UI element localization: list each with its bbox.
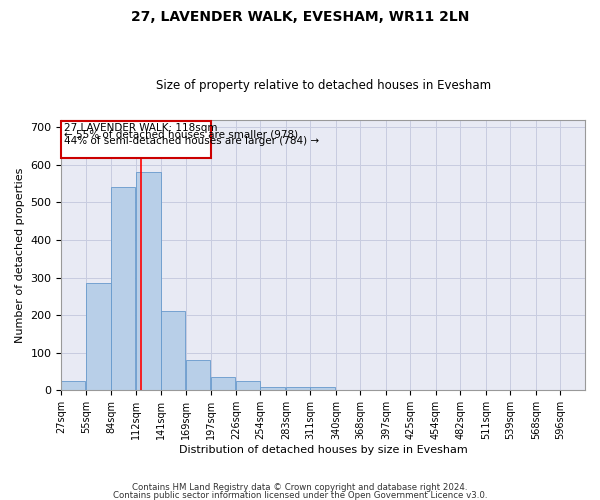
Bar (161, 312, 185, 390)
X-axis label: Distribution of detached houses by size in Evesham: Distribution of detached houses by size … (179, 445, 467, 455)
Y-axis label: Number of detached properties: Number of detached properties (15, 168, 25, 342)
Text: ← 55% of detached houses are smaller (978): ← 55% of detached houses are smaller (97… (64, 129, 298, 139)
Bar (61, 122, 211, 158)
Bar (186, 360, 209, 390)
Bar (136, 172, 161, 390)
Text: 27 LAVENDER WALK: 118sqm: 27 LAVENDER WALK: 118sqm (64, 123, 218, 133)
Bar (236, 381, 260, 390)
Bar (211, 377, 235, 390)
Bar (86, 283, 110, 391)
Bar (112, 188, 135, 390)
Text: 44% of semi-detached houses are larger (784) →: 44% of semi-detached houses are larger (… (64, 136, 319, 145)
Text: Contains HM Land Registry data © Crown copyright and database right 2024.: Contains HM Land Registry data © Crown c… (132, 483, 468, 492)
Title: Size of property relative to detached houses in Evesham: Size of property relative to detached ho… (155, 79, 491, 92)
Bar (310, 386, 335, 390)
Bar (286, 386, 310, 390)
Bar (61, 381, 85, 390)
Bar (260, 386, 285, 390)
Text: Contains public sector information licensed under the Open Government Licence v3: Contains public sector information licen… (113, 492, 487, 500)
Text: 27, LAVENDER WALK, EVESHAM, WR11 2LN: 27, LAVENDER WALK, EVESHAM, WR11 2LN (131, 10, 469, 24)
